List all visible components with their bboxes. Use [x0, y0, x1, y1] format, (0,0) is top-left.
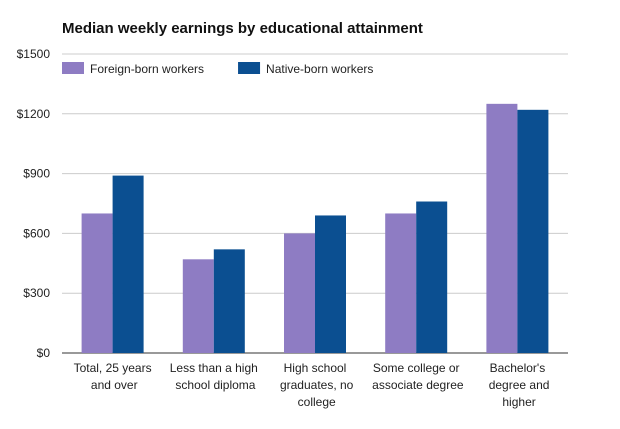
x-tick-label: Bachelor's degree and higher: [485, 361, 549, 409]
legend-label: Foreign-born workers: [90, 62, 204, 76]
x-tick-label: Less than a high school diploma: [170, 361, 258, 392]
bar: [182, 259, 214, 353]
x-tick-line: higher: [499, 395, 536, 409]
legend-swatch: [238, 62, 261, 74]
bar: [315, 215, 346, 353]
x-tick-line: Total, 25 years: [74, 361, 152, 375]
bar: [486, 103, 518, 353]
x-tick-line: Some college or: [373, 361, 460, 375]
y-tick-label: $600: [23, 226, 50, 240]
x-tick-line: and over: [88, 378, 138, 392]
y-tick-label: $900: [23, 167, 50, 181]
x-tick-line: High school: [284, 361, 347, 375]
y-tick-label: $1200: [17, 107, 51, 121]
x-tick-line: Bachelor's: [490, 361, 546, 375]
x-tick-line: Less than a high: [170, 361, 258, 375]
x-tick-line: graduates, no: [277, 378, 354, 392]
legend-swatch: [62, 62, 84, 74]
y-tick-label: $0: [37, 346, 51, 360]
x-tick-line: college: [294, 395, 336, 409]
bar: [416, 201, 448, 353]
x-tick-line: degree and: [485, 378, 549, 392]
bar: [284, 233, 315, 353]
x-tick-label: High school graduates, no college: [277, 361, 354, 409]
bar: [385, 213, 417, 353]
y-tick-label: $1500: [17, 47, 51, 61]
legend-label: Native-born workers: [266, 62, 373, 76]
bar: [81, 213, 113, 353]
y-tick-label: $300: [23, 286, 50, 300]
x-tick-label: Some college or associate degree: [369, 361, 464, 392]
bar: [213, 249, 245, 353]
x-tick-line: associate degree: [369, 378, 464, 392]
bar: [517, 109, 549, 354]
x-tick-line: school diploma: [172, 378, 256, 392]
chart-title: Median weekly earnings by educational at…: [62, 20, 423, 37]
x-tick-label: Total, 25 years and over: [74, 361, 152, 392]
bar: [112, 175, 144, 353]
